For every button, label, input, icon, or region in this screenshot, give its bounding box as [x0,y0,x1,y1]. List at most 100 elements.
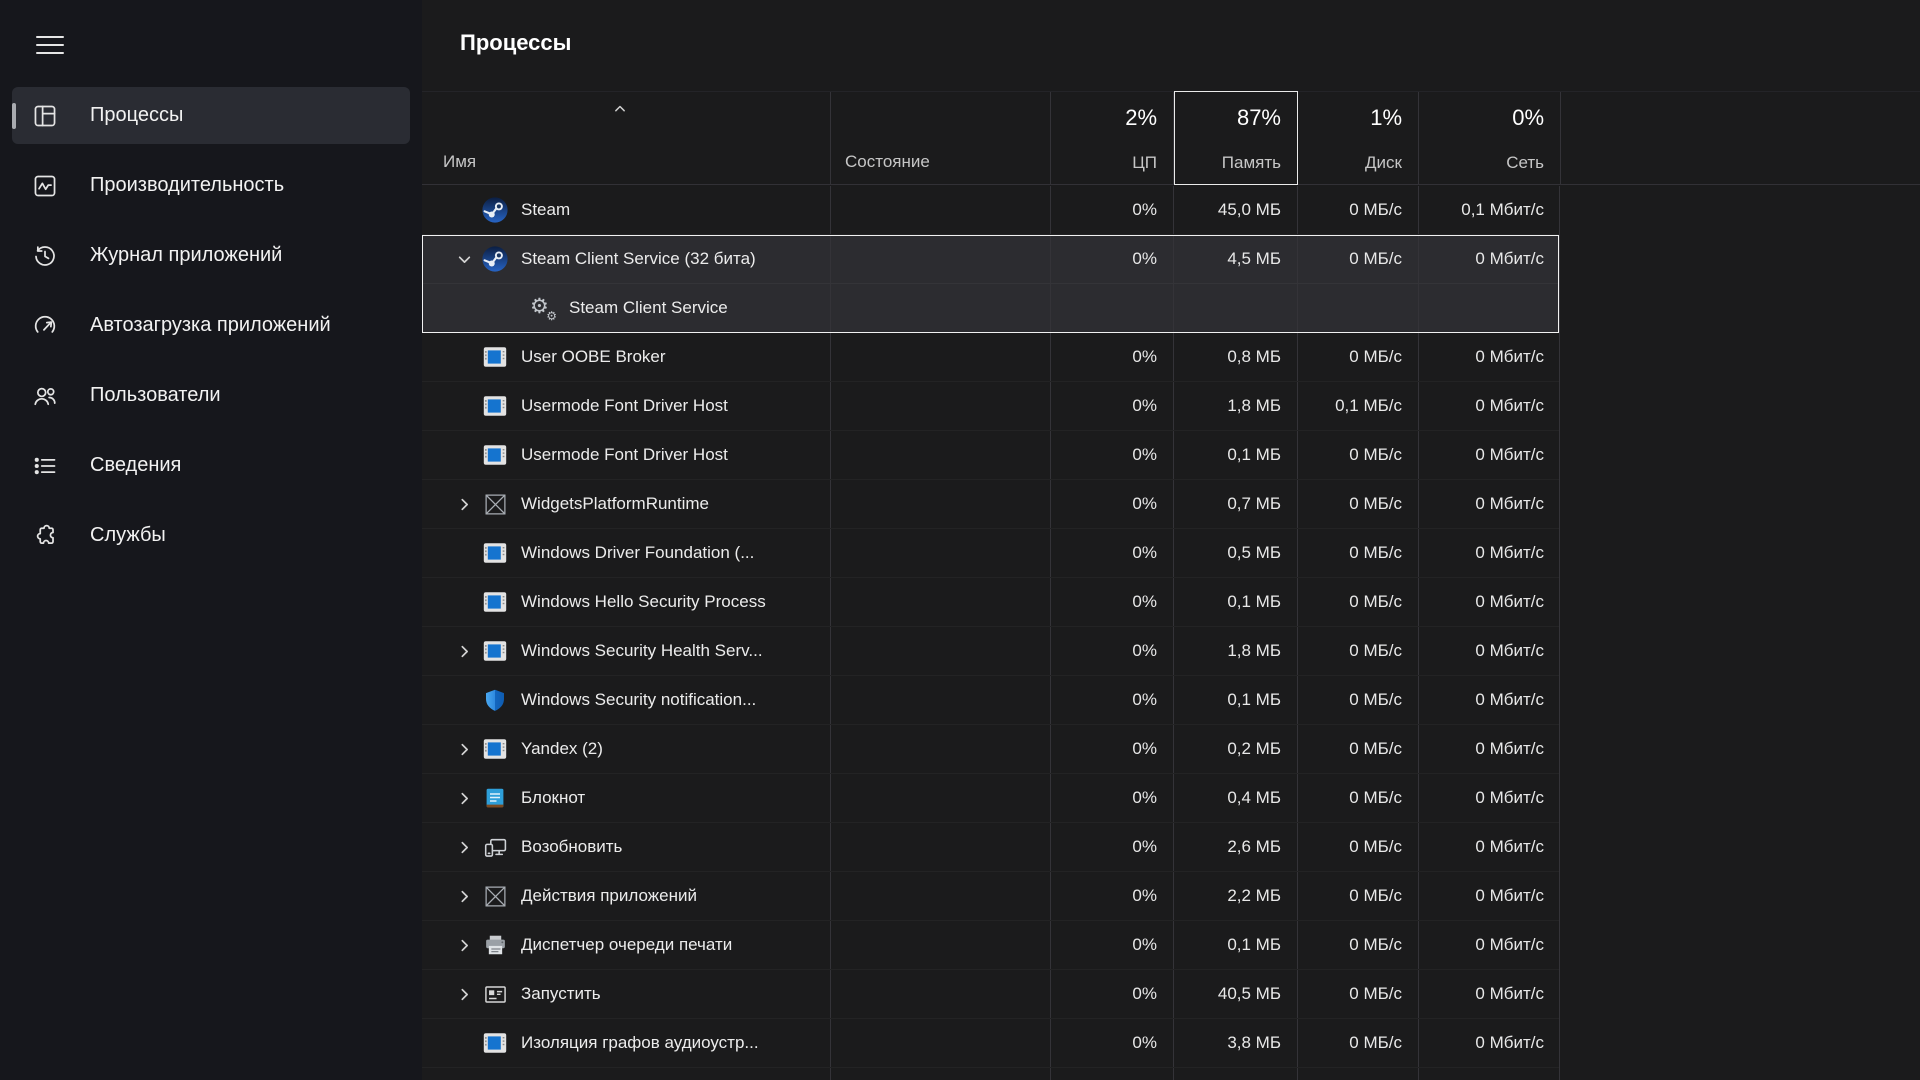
chevron-down-icon[interactable] [446,249,482,270]
memory-cell: 0,7 МБ [1173,480,1297,528]
chevron-right-icon[interactable] [446,935,482,956]
table-row[interactable]: Блокнот 0% 0,4 МБ 0 МБ/с 0 Мбит/с [422,774,1559,823]
column-header-cpu[interactable]: 2% ЦП [1050,92,1173,184]
security-shield-icon [482,687,508,713]
chevron-right-icon[interactable] [446,739,482,760]
process-name-cell: Usermode Font Driver Host [422,382,830,430]
memory-cell [1173,284,1297,332]
sidebar-item-startup-apps[interactable]: Автозагрузка приложений [12,297,410,354]
chevron-right-icon[interactable] [446,788,482,809]
status-cell [830,872,1050,920]
table-row[interactable]: Запустить 0% 40,5 МБ 0 МБ/с 0 Мбит/с [422,970,1559,1019]
cpu-total-percent: 2% [1125,105,1157,130]
cpu-cell: 0% [1050,235,1173,283]
chevron-right-icon[interactable] [446,641,482,662]
process-name: Windows Security notification... [521,690,757,709]
table-row[interactable]: Изоляция графов аудиоустр... 0% 3,8 МБ 0 МБ… [422,1019,1559,1068]
status-cell [830,774,1050,822]
details-icon [30,452,60,480]
cpu-cell: 0% [1050,186,1173,234]
sidebar-item-details[interactable]: Сведения [12,437,410,494]
status-cell [830,1019,1050,1067]
column-header-name[interactable]: Имя [422,92,830,184]
column-header-network[interactable]: 0% Сеть [1418,92,1560,184]
network-cell: 0 Мбит/с [1418,676,1560,724]
status-cell [830,921,1050,969]
network-cell: 0 Мбит/с [1418,382,1560,430]
process-name: Запустить [521,984,601,1003]
table-row[interactable]: Usermode Font Driver Host 0% 1,8 МБ 0,1 МБ/… [422,382,1559,431]
chevron-right-icon[interactable] [446,494,482,515]
memory-cell: 45,0 МБ [1173,186,1297,234]
sidebar-item-users[interactable]: Пользователи [12,367,410,424]
process-name: Windows Driver Foundation (... [521,543,755,562]
table-row[interactable]: Windows Security notification... 0% 0,1 МБ… [422,676,1559,725]
sidebar-item-label: Пользователи [90,384,221,406]
run-icon [482,981,508,1007]
table-filler [422,1068,1559,1080]
column-label: Память [1221,153,1281,172]
process-name: WidgetsPlatformRuntime [521,494,710,513]
memory-cell: 2,2 МБ [1173,872,1297,920]
disk-cell: 0 МБ/с [1297,333,1418,381]
column-header-disk[interactable]: 1% Диск [1297,92,1418,184]
table-row[interactable]: Steam Client Service (32 бита) 0% 4,5 МБ 0 … [422,235,1559,284]
memory-total-percent: 87% [1236,105,1281,130]
default-app-icon [482,883,508,909]
sidebar-nav: Процессы Производительность Журнал приложе… [12,87,410,564]
memory-cell: 0,2 МБ [1173,725,1297,773]
app-window-icon [482,1030,508,1056]
app-history-icon [30,242,60,270]
table-row[interactable]: Windows Hello Security Process 0% 0,1 МБ 0 … [422,578,1559,627]
table-row[interactable]: Windows Driver Foundation (... 0% 0,5 МБ 0 … [422,529,1559,578]
table-row[interactable]: Диспетчер очереди печати 0% 0,1 МБ 0 МБ/с 0 … [422,921,1559,970]
memory-cell: 2,6 МБ [1173,823,1297,871]
app-window-icon [482,589,508,615]
network-cell: 0 Мбит/с [1418,627,1560,675]
table-row[interactable]: Usermode Font Driver Host 0% 0,1 МБ 0 МБ/с 0… [422,431,1559,480]
disk-cell: 0 МБ/с [1297,186,1418,234]
sidebar-item-services[interactable]: Службы [12,507,410,564]
chevron-right-icon[interactable] [446,984,482,1005]
gears-icon: ⚙ ⚙ [530,294,557,323]
column-header-status[interactable]: Состояние [830,92,1050,184]
network-cell [1418,284,1560,332]
sidebar-item-performance[interactable]: Производительность [12,157,410,214]
hamburger-icon [36,36,64,38]
table-row[interactable]: Steam 0% 45,0 МБ 0 МБ/с 0,1 Мбит/с [422,186,1559,235]
process-name-cell: User OOBE Broker [422,333,830,381]
table-row[interactable]: WidgetsPlatformRuntime 0% 0,7 МБ 0 МБ/с 0 Мб… [422,480,1559,529]
process-name-cell: Действия приложений [422,872,830,920]
column-label: Состояние [845,152,930,171]
network-cell: 0 Мбит/с [1418,529,1560,577]
status-cell [830,431,1050,479]
cpu-cell: 0% [1050,1019,1173,1067]
process-name-cell: Steam [422,186,830,234]
table-row[interactable]: User OOBE Broker 0% 0,8 МБ 0 МБ/с 0 Мбит/с [422,333,1559,382]
steam-icon [482,197,508,223]
process-name-cell: Usermode Font Driver Host [422,431,830,479]
network-cell: 0 Мбит/с [1418,480,1560,528]
process-name-cell: Возобновить [422,823,830,871]
menu-button[interactable] [30,28,70,62]
sidebar-item-label: Службы [90,524,166,546]
table-row[interactable]: Windows Security Health Serv... 0% 1,8 МБ 0… [422,627,1559,676]
disk-cell: 0 МБ/с [1297,872,1418,920]
cpu-cell: 0% [1050,382,1173,430]
table-row[interactable]: ⚙ ⚙ Steam Client Service [422,284,1559,333]
column-header-memory[interactable]: 87% Память [1173,91,1298,185]
resume-devices-icon [482,834,508,860]
sidebar-item-app-history[interactable]: Журнал приложений [12,227,410,284]
table-row[interactable]: Yandex (2) 0% 0,2 МБ 0 МБ/с 0 Мбит/с [422,725,1559,774]
sidebar-item-label: Журнал приложений [90,244,283,266]
sidebar-item-processes[interactable]: Процессы [12,87,410,144]
table-row[interactable]: Возобновить 0% 2,6 МБ 0 МБ/с 0 Мбит/с [422,823,1559,872]
chevron-right-icon[interactable] [446,886,482,907]
table-row[interactable]: Действия приложений 0% 2,2 МБ 0 МБ/с 0 Мбит/… [422,872,1559,921]
disk-cell: 0 МБ/с [1297,725,1418,773]
app-window-icon [482,344,508,370]
cpu-cell: 0% [1050,480,1173,528]
process-name: Блокнот [521,788,586,807]
process-name-cell: Блокнот [422,774,830,822]
chevron-right-icon[interactable] [446,837,482,858]
